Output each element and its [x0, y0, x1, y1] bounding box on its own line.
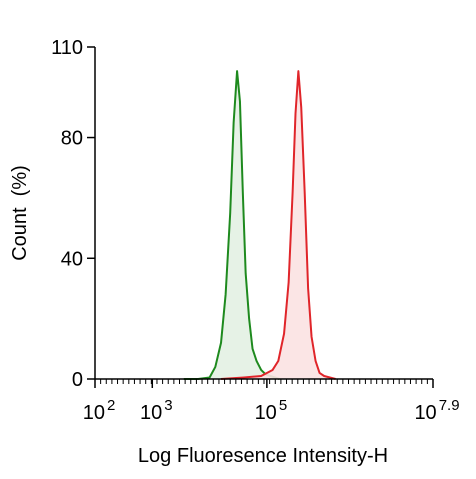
y-tick-label: 110 — [51, 37, 83, 59]
x-tick-label: 10 3 — [140, 397, 173, 424]
series-1-fill — [183, 71, 280, 380]
x-tick-label: 10 5 — [255, 397, 288, 424]
plot-area — [183, 70, 336, 380]
x-tick-label: 10 2 — [83, 397, 116, 424]
series-2-fill — [221, 71, 336, 380]
series-2-line — [220, 70, 336, 380]
x-tick-label: 10 7.9 — [414, 397, 459, 424]
x-axis-ticks: 10 2 10 3 10 5 10 7.9 — [83, 379, 460, 424]
y-tick-label: 40 — [61, 248, 83, 270]
y-axis-ticks: 0 40 80 110 — [51, 37, 95, 391]
y-tick-label: 0 — [72, 369, 83, 391]
x-axis-minor-ticks — [94, 379, 434, 384]
x-axis-title: Log Fluoresence Intensity-H — [138, 445, 388, 467]
y-axis-title: Count (%) — [9, 165, 31, 261]
y-tick-label: 80 — [61, 128, 83, 150]
axes: 0 40 80 110 10 2 10 3 10 5 10 7.9 — [51, 37, 459, 424]
